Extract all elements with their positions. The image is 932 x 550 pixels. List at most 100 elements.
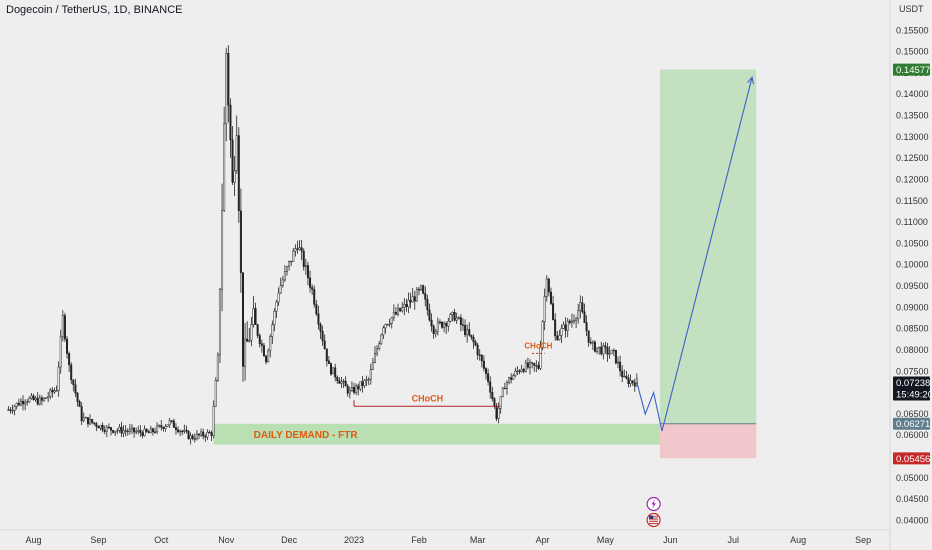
candle-body (78, 401, 81, 407)
candle (28, 396, 31, 403)
time-axis-label: 2023 (344, 535, 364, 545)
candle-body (487, 373, 490, 382)
candle (633, 378, 636, 392)
candle (451, 311, 454, 322)
candle-body (627, 377, 630, 385)
candle-body (583, 311, 586, 323)
candle (438, 319, 441, 325)
candle-body (371, 362, 374, 370)
candle-body (363, 380, 366, 386)
candle (453, 308, 456, 322)
candle (614, 349, 617, 365)
entry-price-tag: 0.06271 (893, 417, 930, 430)
candle-body (306, 265, 309, 279)
candle (135, 427, 138, 435)
candle-body (336, 376, 339, 381)
current-price-tag-background (893, 376, 930, 401)
price-axis-label: 0.06500 (896, 409, 929, 419)
candle-body (464, 324, 467, 336)
candle (53, 387, 56, 394)
candle-body (208, 431, 211, 434)
candle (386, 323, 389, 326)
candle-body (84, 417, 87, 419)
candle (252, 296, 255, 328)
candle (214, 377, 217, 407)
candle-body (218, 288, 221, 356)
candle (72, 379, 75, 392)
candle (520, 364, 523, 373)
candle (478, 349, 481, 361)
candle (162, 426, 165, 432)
candle-body (430, 319, 433, 327)
candle (258, 333, 261, 348)
candle (290, 260, 293, 267)
candle (187, 429, 190, 440)
candle (174, 423, 177, 435)
candle-body (407, 300, 410, 308)
candle (489, 376, 492, 399)
candle-body (231, 139, 234, 183)
candle (543, 288, 546, 331)
projection-line (636, 77, 753, 432)
candle (373, 345, 376, 364)
price-axis[interactable]: USDT0.040000.045000.050000.055000.060000… (889, 0, 929, 550)
candle-body (89, 419, 92, 425)
candle-body (608, 353, 611, 355)
candle (545, 275, 548, 302)
candle (57, 361, 60, 397)
candle (120, 421, 123, 437)
candle-body (235, 135, 238, 171)
choch-label: CHoCH (412, 393, 444, 403)
candle-body (19, 400, 22, 406)
candle-body (587, 330, 590, 343)
target-price-tag-value: 0.14577 (896, 65, 930, 76)
candle-body (541, 321, 544, 348)
candle-body (223, 123, 226, 211)
candle-body (13, 406, 16, 411)
time-axis[interactable]: Aug Sep Oct Nov Dec 2023 Feb Mar Apr May Jun Jul Aug… (0, 529, 890, 545)
candle (51, 387, 54, 398)
candle-body (392, 312, 395, 318)
candle-body (183, 429, 186, 432)
candle (218, 287, 221, 363)
candle-body (239, 210, 242, 273)
lightning-icon[interactable] (646, 496, 661, 512)
candle-body (11, 410, 14, 412)
candle (34, 395, 37, 402)
candle (288, 260, 291, 271)
candle (535, 360, 538, 373)
candle-body (426, 299, 429, 311)
candle-body (350, 387, 353, 391)
currency-label: USDT (899, 4, 924, 14)
candle (166, 424, 169, 427)
candle (78, 399, 81, 407)
candle-body (617, 361, 620, 364)
candle (587, 330, 590, 347)
candle (407, 292, 410, 314)
candle-body (93, 422, 96, 424)
candle-body (453, 311, 456, 321)
price-axis-label: 0.09500 (896, 281, 929, 291)
target-price-tag-background (893, 63, 930, 76)
candle (202, 428, 205, 440)
candle-body (317, 313, 320, 325)
candle-body (122, 430, 125, 434)
candle-body (105, 426, 108, 432)
candle-body (91, 419, 94, 423)
zones-layer: DAILY DEMAND - FTR (213, 69, 757, 459)
flag-canton (649, 515, 654, 519)
flag-stripe (649, 521, 659, 523)
candle-body (598, 346, 601, 349)
candle-body (373, 353, 376, 363)
candle-body (51, 389, 54, 393)
us-flag-icon[interactable] (646, 512, 661, 528)
candle-body (225, 53, 228, 125)
time-axis-label: Mar (470, 535, 486, 545)
candle-body (68, 353, 71, 366)
price-axis-label: 0.13500 (896, 111, 929, 121)
candle-body (319, 324, 322, 332)
events-layer[interactable] (646, 496, 661, 528)
candle-body (114, 430, 117, 433)
